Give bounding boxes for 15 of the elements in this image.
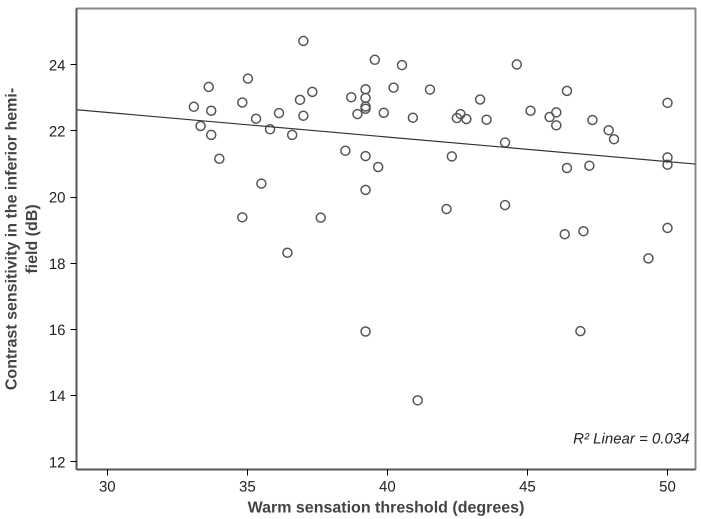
y-tick-label: 14 <box>48 388 66 406</box>
x-tick-label: 50 <box>659 478 676 496</box>
y-tick-label: 24 <box>48 57 66 74</box>
x-axis-title: Warm sensation threshold (degrees) <box>248 500 524 516</box>
y-tick-label: 22 <box>48 123 66 140</box>
x-tick-label: 40 <box>379 478 396 496</box>
y-tick-label: 16 <box>48 322 66 340</box>
y-axis-title: Contrast sensitivity in the inferior hemi- field (dB) <box>3 88 41 390</box>
y-tick-label: 18 <box>48 256 66 273</box>
y-tick-label: 20 <box>48 190 66 207</box>
x-tick-label: 35 <box>239 478 256 496</box>
y-tick-label: 12 <box>48 454 66 472</box>
annotation: R² Linear = 0.034 <box>573 430 690 448</box>
x-tick-label: 45 <box>519 478 536 496</box>
x-tick-label: 30 <box>98 478 116 496</box>
